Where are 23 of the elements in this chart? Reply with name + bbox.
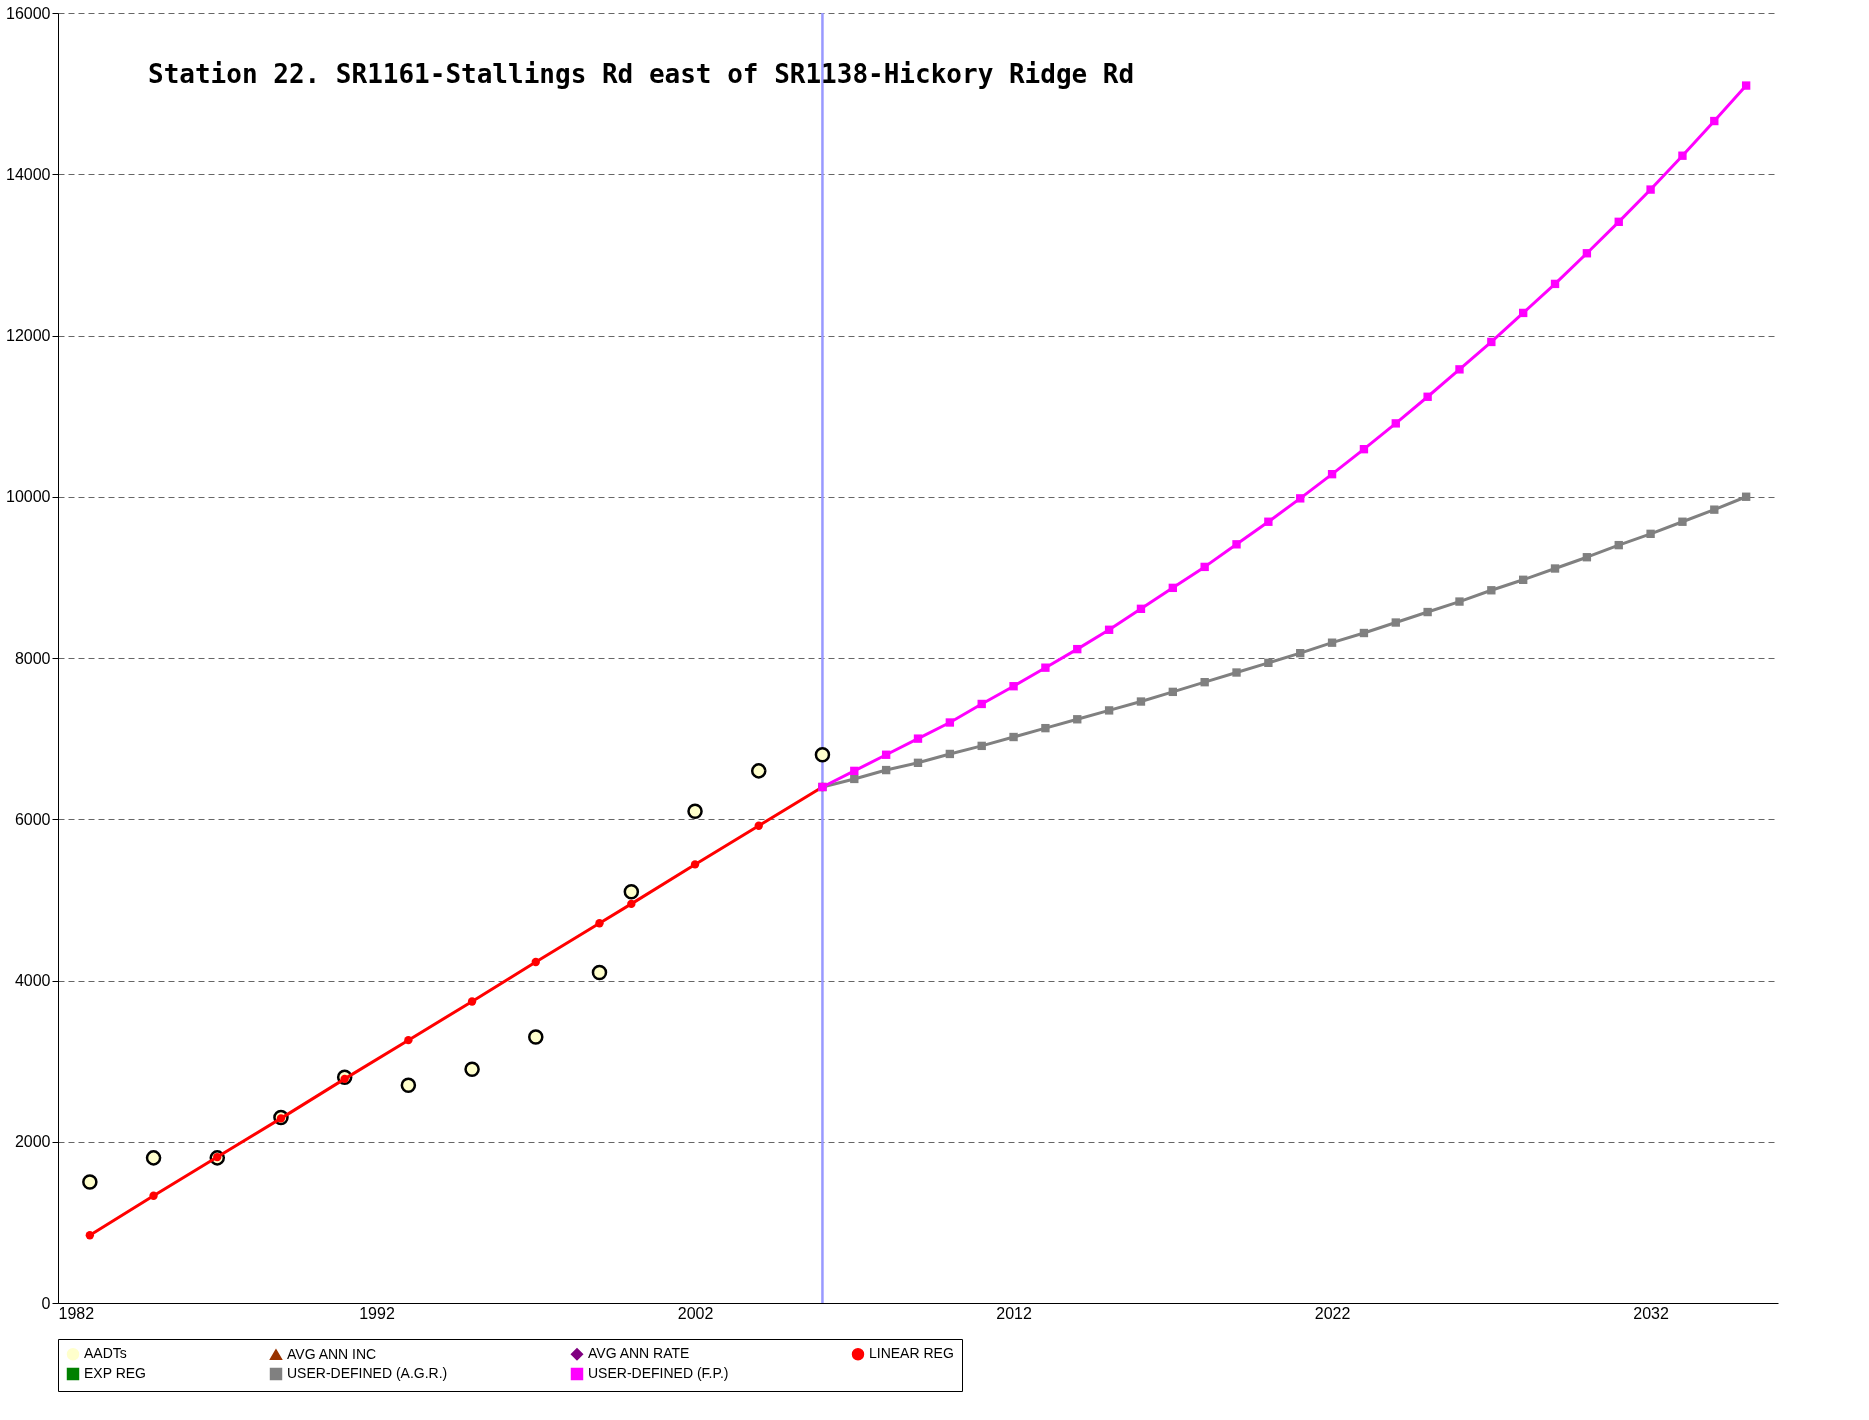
legend-label: USER-DEFINED (A.G.R.) [287, 1365, 448, 1381]
x-tick-label: 2022 [1314, 1304, 1351, 1322]
legend-label: EXP REG [84, 1365, 146, 1381]
x-tick-label: 2002 [677, 1304, 714, 1322]
text: Station 22. SR1161-Stallings Rd east of SR1138-Hickory Ridge Rd [148, 59, 1135, 89]
y-tick-label: 6000 [14, 810, 51, 828]
legend-label: AVG ANN INC [287, 1345, 377, 1362]
y-tick-label: 12000 [6, 327, 51, 344]
y-tick-label: 2000 [14, 1133, 51, 1151]
y-tick-label: 14000 [6, 165, 51, 183]
x-tick-label: 1992 [359, 1304, 395, 1322]
legend-label: LINEAR REG [869, 1345, 954, 1362]
y-tick-label: 4000 [14, 972, 51, 989]
legend-label: USER-DEFINED (F.P.) [588, 1365, 729, 1381]
legend-label: AADTs [84, 1345, 127, 1362]
x-tick-label: 2012 [996, 1304, 1032, 1322]
legend-label: AVG ANN RATE [588, 1345, 690, 1362]
y-tick-label: 10000 [6, 488, 51, 506]
y-tick-label: 0 [41, 1294, 51, 1312]
x-tick-label: 2032 [1633, 1304, 1669, 1322]
y-tick-label: 16000 [6, 4, 51, 22]
y-tick-label: 8000 [14, 649, 51, 667]
x-tick-label: 1982 [58, 1304, 95, 1322]
